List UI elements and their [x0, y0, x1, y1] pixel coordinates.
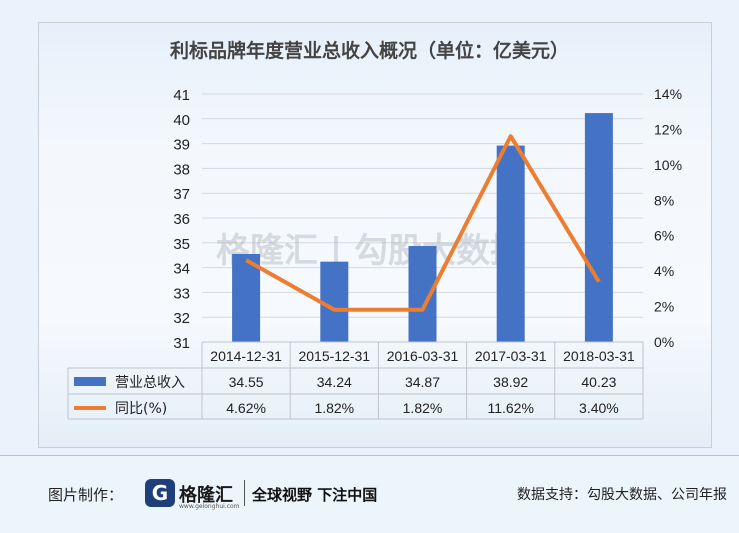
y-axis-right: 0% 2% 4% 6% 8% 10% 12% 14% — [654, 86, 682, 350]
y-left-tick-label: 37 — [173, 186, 190, 203]
footer — [0, 456, 739, 533]
y-left-tick-label: 36 — [173, 211, 190, 228]
data-table: 2014-12-31 2015-12-31 2016-03-31 2017-03-31… — [67, 341, 644, 420]
footer-divider — [0, 455, 739, 456]
y-right-tick-label: 2% — [654, 299, 674, 315]
y-left-tick-label: 39 — [173, 137, 190, 154]
x-tick-label: 2017-03-31 — [475, 348, 547, 364]
table-value-revenue: 34.87 — [405, 374, 440, 390]
x-tick-label: 2018-03-31 — [563, 348, 635, 364]
watermark: 格隆汇 | 勾股大数据 — [216, 231, 524, 271]
watermark-text: 格隆汇 | 勾股大数据 — [216, 231, 524, 271]
table-value-revenue: 38.92 — [493, 374, 528, 390]
x-tick-label: 2016-03-31 — [387, 348, 459, 364]
table-value-yoy: 3.40% — [579, 400, 619, 416]
bar — [320, 261, 349, 342]
table-value-revenue: 34.55 — [229, 374, 264, 390]
y-left-tick-label: 34 — [173, 261, 190, 278]
y-right-tick-label: 4% — [654, 263, 674, 279]
gridlines — [202, 93, 643, 343]
y-left-tick-label: 33 — [173, 285, 190, 302]
y-right-tick-label: 8% — [654, 192, 674, 208]
logo-separator — [244, 480, 245, 506]
slogan: 全球视野 下注中国 — [252, 486, 378, 504]
gelonghui-logo-icon: G — [145, 479, 175, 507]
y-right-tick-label: 10% — [654, 157, 682, 173]
table-value-yoy: 1.82% — [314, 400, 354, 416]
legend-line-label: 同比(%) — [115, 401, 167, 417]
y-left-tick-label: 35 — [173, 236, 190, 253]
table-value-revenue: 34.24 — [317, 374, 352, 390]
y-left-tick-label: 41 — [173, 87, 190, 104]
logo-url: www.gelonghui.com — [179, 503, 240, 510]
y-left-tick-label: 32 — [173, 310, 190, 327]
chart-svg: 格隆汇 | 勾股大数据 31 32 33 34 35 36 37 38 39 40 41 0% 2% 4… — [67, 86, 682, 420]
table-value-yoy: 1.82% — [403, 400, 443, 416]
bar — [584, 113, 613, 342]
table-value-yoy: 4.62% — [226, 400, 266, 416]
logo-text: 格隆汇 — [179, 485, 233, 506]
y-left-tick-label: 40 — [173, 112, 190, 129]
y-right-tick-label: 12% — [654, 121, 682, 137]
credit-label: 图片制作： — [48, 486, 124, 504]
data-source: 数据支持：勾股大数据、公司年报 — [517, 487, 727, 503]
x-tick-label: 2014-12-31 — [210, 348, 282, 364]
y-left-tick-label: 38 — [173, 161, 190, 178]
chart-title: 利标品牌年度营业总收入概况（单位：亿美元） — [169, 40, 569, 62]
legend-bar-swatch — [74, 377, 106, 386]
bar — [232, 253, 261, 342]
y-right-tick-label: 0% — [654, 334, 674, 350]
y-axis-left: 31 32 33 34 35 36 37 38 39 40 41 — [173, 87, 190, 352]
table-value-yoy: 11.62% — [487, 400, 533, 416]
table-value-revenue: 40.23 — [581, 374, 616, 390]
y-right-tick-label: 14% — [654, 86, 682, 102]
y-right-tick-label: 6% — [654, 228, 674, 244]
legend-bar-label: 营业总收入 — [115, 375, 185, 391]
bar — [496, 145, 525, 342]
x-tick-label: 2015-12-31 — [298, 348, 370, 364]
y-left-tick-label: 31 — [173, 335, 190, 352]
line-series — [245, 134, 601, 312]
bars — [232, 113, 613, 342]
